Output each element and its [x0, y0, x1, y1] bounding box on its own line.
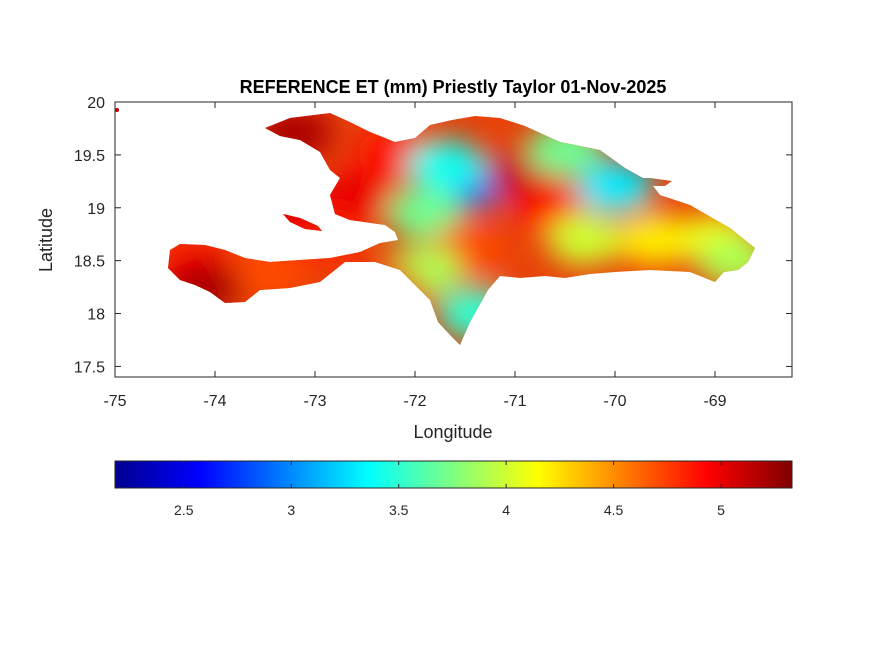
x-tick-label: -70 [603, 393, 626, 410]
et-region-5 [407, 139, 483, 192]
et-region-8 [387, 187, 463, 240]
x-tick-label: -74 [203, 393, 226, 410]
x-tick-label: -71 [503, 393, 526, 410]
x-tick-label: -72 [403, 393, 426, 410]
colorbar-tick-label: 3.5 [389, 502, 409, 518]
x-tick-label: -69 [703, 393, 726, 410]
colorbar-tick-label: 3 [287, 502, 295, 518]
y-tick-label: 19 [87, 201, 105, 218]
x-tick-label: -75 [103, 393, 126, 410]
chart-title: REFERENCE ET (mm) Priestly Taylor 01-Nov… [240, 77, 667, 97]
colorbar-tick-label: 4.5 [604, 502, 624, 518]
colorbar-tick-label: 4 [502, 502, 510, 518]
et-region-12 [547, 213, 623, 266]
data-speck [115, 108, 119, 112]
y-tick-label: 20 [87, 95, 105, 112]
et-region-13 [577, 160, 653, 213]
y-axis-label: Latitude [36, 208, 56, 272]
colorbar-ticks: 2.5 3 3.5 4 4.5 5 [174, 461, 725, 518]
y-tick-label: 18.5 [74, 254, 105, 271]
x-tick-label: -73 [303, 393, 326, 410]
x-axis-label: Longitude [413, 422, 492, 442]
y-tick-label: 18 [87, 307, 105, 324]
y-axis: 17.5 18 18.5 19 19.5 20 [74, 95, 792, 376]
et-region-15 [617, 213, 693, 266]
colorbar-tick-label: 5 [717, 502, 725, 518]
y-tick-label: 17.5 [74, 359, 105, 376]
y-tick-label: 19.5 [74, 148, 105, 165]
colorbar [114, 460, 793, 489]
colorbar-tick-label: 2.5 [174, 502, 194, 518]
x-axis: -75 -74 -73 -72 -71 -70 -69 [103, 102, 727, 410]
